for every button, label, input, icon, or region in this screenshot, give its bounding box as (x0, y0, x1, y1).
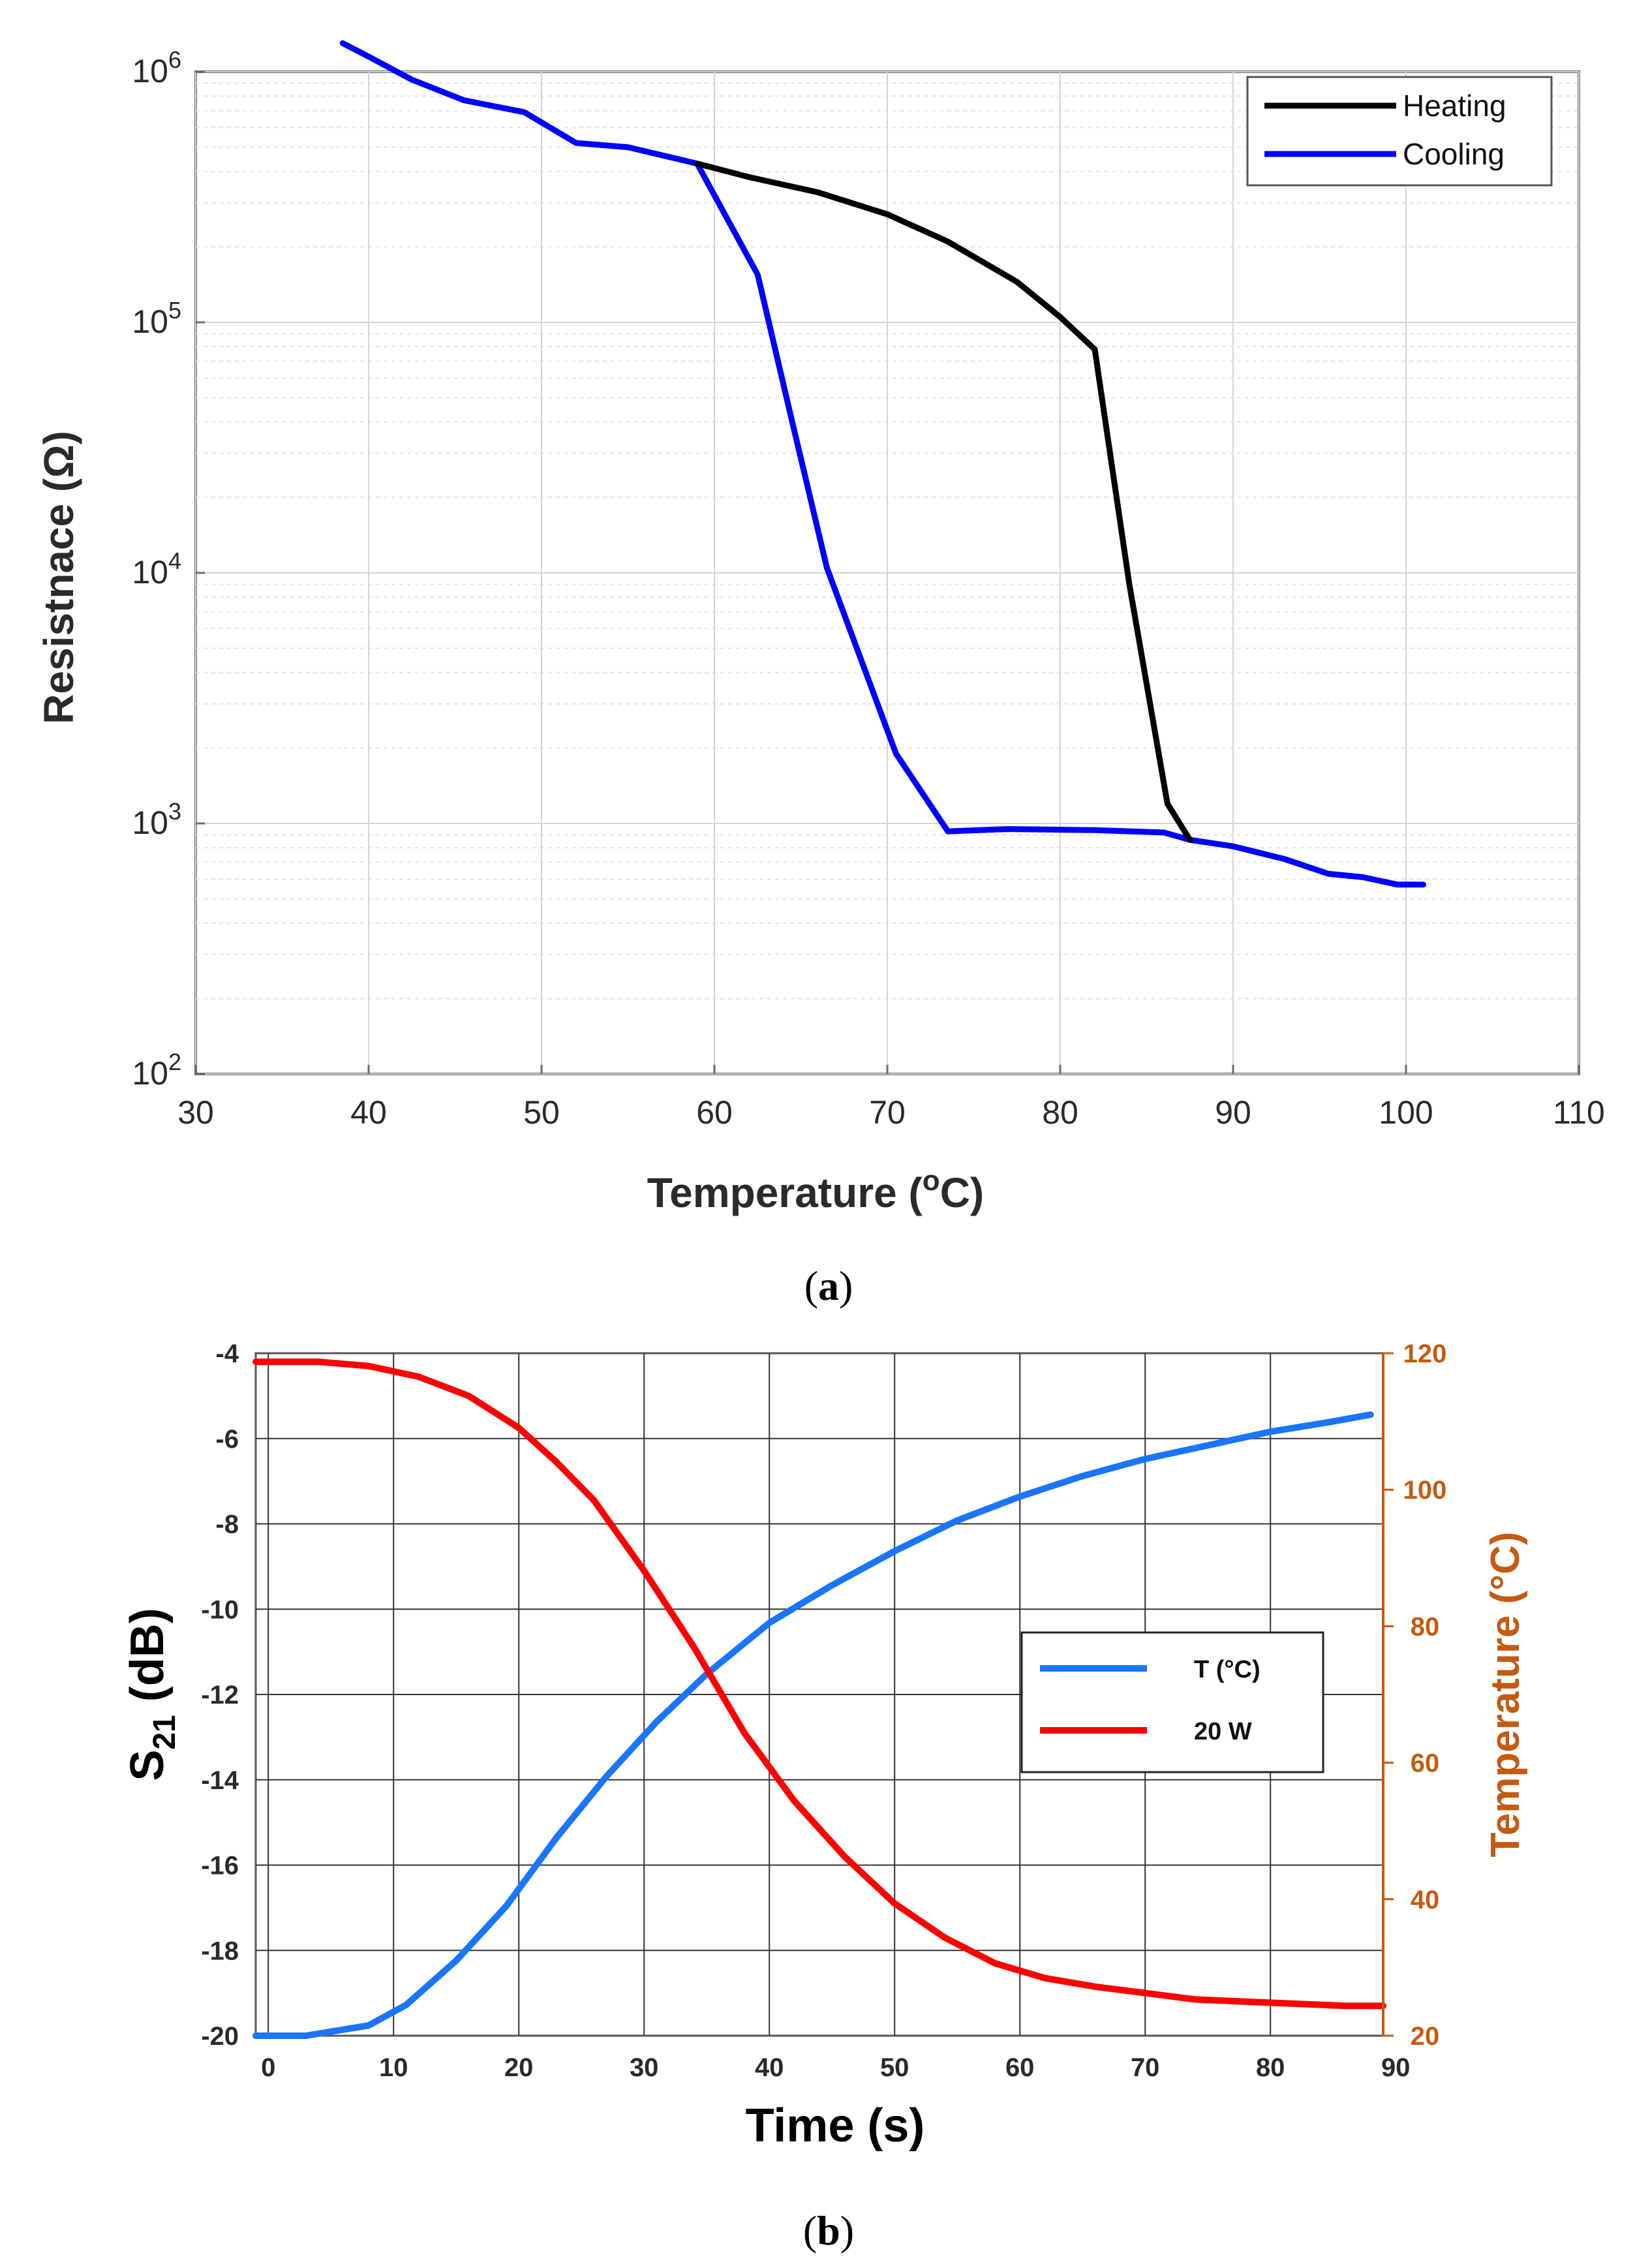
x-tick-label: 10 (379, 2053, 408, 2082)
y-tick-label: -20 (201, 2022, 239, 2051)
x-tick-label: 80 (1256, 2053, 1285, 2082)
panel-a-y-axis-label: Resistnace (Ω) (35, 431, 82, 724)
series-line-temperature (252, 1411, 1374, 2039)
x-tick-label: 20 (504, 2053, 534, 2082)
y-tick-label: -12 (201, 1681, 239, 1709)
x-tick-label: 50 (523, 1094, 560, 1131)
y-tick-label: -18 (201, 1937, 239, 1965)
panel-a-series (339, 40, 1426, 888)
y2-tick-label: 120 (1403, 1340, 1447, 1368)
x-tick-label: 110 (1553, 1094, 1605, 1131)
panel-b-caption: (b) (803, 2207, 854, 2254)
x-tick-label: 80 (1042, 1094, 1078, 1131)
x-tick-label: 60 (696, 1094, 733, 1131)
y-tick-label: -16 (201, 1852, 239, 1880)
x-tick-label: 40 (350, 1094, 387, 1131)
y-tick-label: 102 (132, 1049, 181, 1092)
x-tick-label: 30 (177, 1094, 214, 1131)
y-tick-label: 105 (132, 297, 181, 340)
y2-tick-label: 20 (1411, 2022, 1440, 2051)
panel-b-legend: T (°C) 20 W (1020, 1631, 1324, 1773)
panel-b-y-axis-label: S21 (dB) (121, 1608, 182, 1781)
x-tick-label: 60 (1005, 2053, 1035, 2082)
panel-a-ticks: 30 40 50 60 70 80 90 100 110 102 103 104 105 106 (132, 46, 1605, 1131)
panel-a-legend-box (1246, 76, 1553, 187)
panel-b-x-axis-label: Time (s) (746, 2100, 925, 2152)
y-tick-label: -14 (201, 1766, 239, 1795)
x-tick-label: 100 (1379, 1094, 1433, 1131)
y-tick-label: -6 (215, 1425, 239, 1454)
legend-label-20w: 20 W (1194, 1718, 1252, 1745)
legend-label-temperature: T (°C) (1194, 1656, 1260, 1683)
panel-b-y2-axis-label: Temperature (°C) (1483, 1531, 1528, 1857)
y2-tick-label: 100 (1403, 1476, 1447, 1505)
panel-b-series (252, 1358, 1386, 2039)
series-line-heating (694, 161, 1193, 843)
x-tick-label: 40 (755, 2053, 784, 2082)
panel-b-legend-box (1020, 1631, 1324, 1773)
panel-a-x-axis-label: Temperature (oC) (647, 1165, 984, 1216)
y-tick-label: 106 (132, 46, 181, 89)
x-tick-label: 70 (869, 1094, 906, 1131)
x-tick-label: 90 (1381, 2053, 1411, 2082)
y2-tick-label: 60 (1411, 1749, 1440, 1778)
x-tick-label: 50 (880, 2053, 909, 2082)
x-tick-label: 0 (261, 2053, 275, 2082)
legend-label-heating: Heating (1403, 89, 1506, 123)
x-tick-label: 70 (1131, 2053, 1160, 2082)
y2-tick-label: 80 (1411, 1612, 1440, 1641)
panel-a-caption: (a) (804, 1263, 853, 1309)
y-tick-label: -10 (201, 1595, 239, 1624)
x-tick-label: 30 (630, 2053, 659, 2082)
y-tick-label: -8 (215, 1510, 239, 1539)
panel-b-grid (256, 1353, 1383, 2036)
legend-label-cooling: Cooling (1403, 137, 1505, 171)
series-line-20w (252, 1358, 1386, 2010)
x-tick-label: 90 (1215, 1094, 1251, 1131)
panel-a-legend: Heating Cooling (1246, 76, 1553, 187)
panel-a: 30 40 50 60 70 80 90 100 110 102 103 104 105 106 Temp… (35, 40, 1605, 1309)
panel-a-grid (195, 71, 1580, 1075)
panel-b-ticks: 0 10 20 30 40 50 60 70 80 90 -4 -6 -8 -10 -12 -14 -16 -18… (201, 1340, 1446, 2082)
panel-b: 0 10 20 30 40 50 60 70 80 90 -4 -6 -8 -10 -12 -14 -16 -18… (121, 1340, 1528, 2254)
y-tick-label: -4 (215, 1340, 239, 1368)
y2-tick-label: 40 (1411, 1886, 1440, 1914)
series-line-cooling (339, 40, 1426, 888)
y-tick-label: 103 (132, 798, 181, 841)
y-tick-label: 104 (132, 547, 181, 590)
